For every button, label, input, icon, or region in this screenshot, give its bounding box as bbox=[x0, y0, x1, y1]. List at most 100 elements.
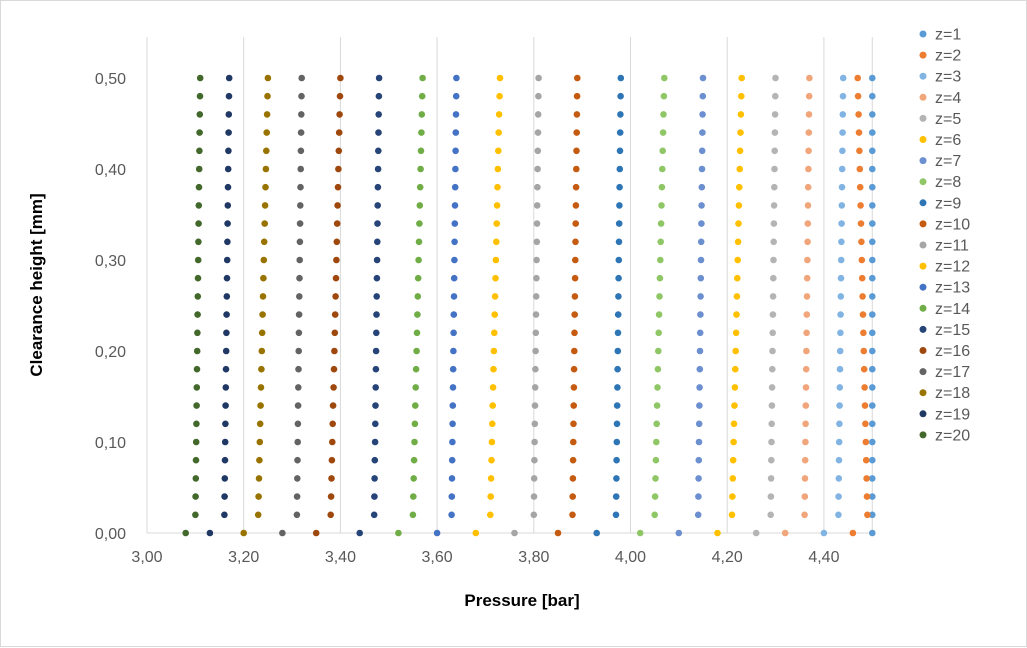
data-point bbox=[855, 129, 863, 136]
data-point bbox=[802, 420, 809, 428]
data-point bbox=[412, 365, 420, 373]
data-point bbox=[698, 202, 705, 209]
data-point bbox=[374, 165, 382, 173]
legend-item-z=4: z=4 bbox=[919, 90, 961, 107]
data-point bbox=[734, 256, 741, 264]
data-point bbox=[375, 111, 383, 118]
series-z=11 bbox=[511, 74, 542, 537]
data-point bbox=[654, 365, 662, 373]
data-point bbox=[193, 402, 200, 409]
data-point bbox=[263, 129, 271, 136]
data-point bbox=[337, 74, 344, 82]
data-point bbox=[806, 74, 813, 82]
data-point bbox=[729, 493, 736, 500]
data-point bbox=[655, 347, 662, 355]
data-point bbox=[570, 402, 577, 409]
data-point bbox=[262, 183, 269, 191]
data-point bbox=[615, 220, 623, 227]
data-point bbox=[330, 384, 337, 391]
data-point bbox=[659, 165, 666, 173]
data-point bbox=[374, 220, 381, 227]
y-tick-label: 0,40 bbox=[95, 162, 126, 179]
legend-marker bbox=[919, 220, 927, 228]
data-point bbox=[410, 493, 417, 500]
legend-item-z=5: z=5 bbox=[919, 111, 961, 128]
data-point bbox=[448, 493, 456, 500]
data-point bbox=[614, 384, 621, 391]
data-point bbox=[803, 274, 811, 282]
data-point bbox=[221, 511, 228, 519]
legend-label: z=5 bbox=[935, 111, 961, 128]
data-point bbox=[772, 92, 779, 100]
data-point bbox=[869, 165, 876, 173]
legend-label: z=15 bbox=[935, 322, 970, 339]
data-point bbox=[733, 293, 741, 300]
data-point bbox=[225, 92, 233, 100]
data-point bbox=[531, 384, 539, 391]
data-point bbox=[835, 475, 843, 482]
data-point bbox=[193, 384, 201, 391]
data-point bbox=[655, 329, 662, 337]
data-point bbox=[730, 438, 737, 446]
data-point bbox=[223, 274, 231, 282]
data-point bbox=[491, 329, 498, 337]
data-point bbox=[570, 420, 577, 428]
data-point bbox=[534, 183, 541, 191]
legend-item-z=12: z=12 bbox=[919, 259, 970, 276]
data-point bbox=[858, 238, 865, 246]
data-point bbox=[614, 347, 622, 355]
data-point bbox=[330, 365, 338, 373]
data-point bbox=[452, 165, 459, 173]
data-point bbox=[491, 293, 499, 300]
data-point bbox=[192, 511, 199, 519]
data-points bbox=[182, 74, 876, 537]
data-point bbox=[258, 347, 266, 355]
data-point bbox=[569, 456, 577, 464]
data-point bbox=[771, 129, 779, 136]
data-point bbox=[259, 311, 266, 318]
data-point bbox=[838, 183, 846, 191]
data-point bbox=[221, 456, 229, 464]
legend-marker bbox=[919, 178, 927, 186]
data-point bbox=[804, 220, 812, 227]
data-point bbox=[487, 493, 495, 500]
data-point bbox=[860, 329, 867, 337]
data-point bbox=[771, 165, 778, 173]
legend-label: z=7 bbox=[935, 153, 961, 170]
data-point bbox=[416, 220, 423, 227]
data-point bbox=[571, 293, 579, 300]
x-axis-title: Pressure [bar] bbox=[464, 591, 579, 610]
data-point bbox=[489, 402, 497, 409]
data-point bbox=[295, 384, 302, 391]
data-point bbox=[571, 347, 578, 355]
data-point bbox=[614, 365, 621, 373]
data-point bbox=[572, 202, 580, 209]
data-point bbox=[488, 438, 496, 446]
data-point bbox=[195, 238, 202, 246]
data-point bbox=[222, 384, 230, 391]
data-point bbox=[297, 183, 304, 191]
data-point bbox=[675, 529, 683, 537]
data-point bbox=[699, 111, 706, 118]
data-point bbox=[195, 183, 203, 191]
data-point bbox=[571, 311, 578, 318]
data-point bbox=[222, 402, 229, 409]
data-point bbox=[224, 165, 232, 173]
data-point bbox=[698, 147, 706, 155]
data-point bbox=[331, 311, 339, 318]
x-tick-label: 3,20 bbox=[228, 549, 259, 566]
data-point bbox=[571, 274, 579, 282]
data-point bbox=[531, 402, 539, 409]
data-point bbox=[489, 420, 496, 428]
data-point bbox=[411, 420, 419, 428]
data-point bbox=[294, 475, 301, 482]
data-point bbox=[449, 384, 457, 391]
data-point bbox=[714, 529, 721, 537]
data-point bbox=[616, 129, 624, 136]
data-point bbox=[452, 147, 459, 155]
y-tick-label: 0,10 bbox=[95, 435, 126, 452]
data-point bbox=[193, 365, 201, 373]
data-point bbox=[414, 311, 421, 318]
data-point bbox=[695, 438, 703, 446]
data-point bbox=[869, 92, 876, 100]
